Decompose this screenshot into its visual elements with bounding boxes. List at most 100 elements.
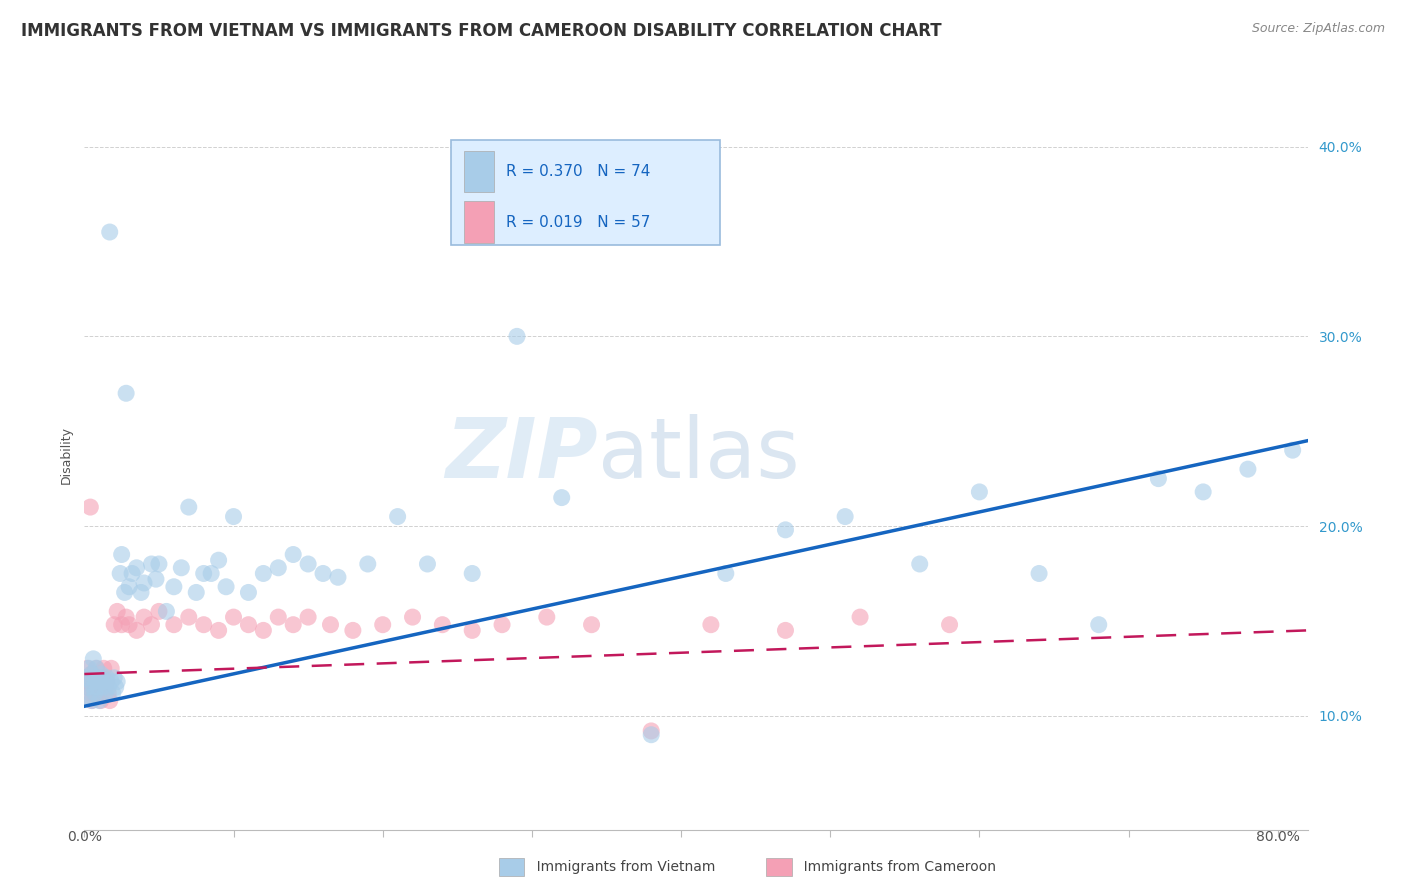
Point: [387, 509, 409, 524]
Point: [416, 557, 439, 571]
Point: [141, 557, 163, 571]
Point: [148, 604, 170, 618]
Point: [77, 661, 100, 675]
Text: Immigrants from Vietnam: Immigrants from Vietnam: [506, 860, 716, 874]
Point: [401, 610, 423, 624]
Text: 80.0%: 80.0%: [1256, 830, 1299, 844]
Point: [83, 674, 105, 689]
Point: [115, 386, 138, 401]
Point: [640, 723, 662, 738]
Point: [312, 566, 335, 581]
Point: [461, 624, 484, 638]
Point: [326, 570, 349, 584]
Text: IMMIGRANTS FROM VIETNAM VS IMMIGRANTS FROM CAMEROON DISABILITY CORRELATION CHART: IMMIGRANTS FROM VIETNAM VS IMMIGRANTS FR…: [21, 22, 942, 40]
Point: [75, 671, 97, 685]
Point: [849, 610, 872, 624]
Point: [491, 617, 513, 632]
Point: [506, 329, 529, 343]
Text: R = 0.370   N = 74: R = 0.370 N = 74: [506, 164, 651, 179]
Point: [80, 693, 103, 707]
Point: [79, 500, 101, 514]
Text: Immigrants from Cameroon: Immigrants from Cameroon: [773, 860, 997, 874]
Point: [132, 576, 155, 591]
Point: [222, 509, 245, 524]
Point: [775, 624, 797, 638]
Point: [103, 617, 125, 632]
Point: [105, 604, 128, 618]
Point: [115, 610, 138, 624]
Point: [121, 566, 143, 581]
Point: [342, 624, 364, 638]
Point: [155, 604, 177, 618]
Point: [76, 661, 98, 675]
Point: [141, 617, 163, 632]
FancyBboxPatch shape: [464, 151, 494, 193]
Point: [536, 610, 558, 624]
Point: [83, 686, 105, 700]
Point: [75, 671, 97, 685]
Text: 0.0%: 0.0%: [67, 830, 101, 844]
Point: [80, 693, 103, 707]
Point: [87, 681, 110, 695]
Point: [200, 566, 222, 581]
Point: [82, 674, 104, 689]
Point: [283, 548, 305, 562]
Text: Source: ZipAtlas.com: Source: ZipAtlas.com: [1251, 22, 1385, 36]
Point: [100, 674, 122, 689]
Point: [186, 585, 208, 599]
Point: [163, 580, 186, 594]
Point: [238, 617, 260, 632]
Point: [267, 610, 290, 624]
Point: [105, 674, 128, 689]
Point: [98, 693, 121, 707]
Point: [91, 681, 114, 695]
Point: [193, 617, 215, 632]
Point: [94, 686, 117, 700]
Point: [118, 617, 141, 632]
Point: [1237, 462, 1260, 476]
Point: [193, 566, 215, 581]
Point: [89, 671, 111, 685]
Point: [103, 671, 125, 685]
Point: [89, 674, 111, 689]
Point: [283, 617, 305, 632]
Point: [80, 667, 103, 681]
Point: [215, 580, 238, 594]
Point: [551, 491, 574, 505]
Point: [252, 566, 274, 581]
Point: [1028, 566, 1050, 581]
Point: [97, 681, 120, 695]
Point: [97, 686, 120, 700]
Point: [89, 693, 111, 707]
Point: [104, 681, 127, 695]
Point: [1281, 443, 1303, 458]
Point: [76, 681, 98, 695]
Point: [108, 566, 131, 581]
Point: [775, 523, 797, 537]
Point: [297, 557, 319, 571]
Point: [84, 661, 107, 675]
Point: [111, 617, 134, 632]
Point: [100, 661, 122, 675]
Point: [111, 548, 134, 562]
Point: [371, 617, 394, 632]
Point: [93, 674, 115, 689]
Point: [145, 572, 167, 586]
Point: [96, 674, 118, 689]
Point: [148, 557, 170, 571]
Point: [118, 580, 141, 594]
Point: [89, 686, 111, 700]
Point: [101, 686, 124, 700]
Point: [581, 617, 603, 632]
Point: [82, 652, 104, 666]
Point: [177, 500, 200, 514]
Point: [79, 674, 101, 689]
Point: [132, 610, 155, 624]
Point: [96, 671, 118, 685]
Text: R = 0.019   N = 57: R = 0.019 N = 57: [506, 215, 651, 229]
Point: [908, 557, 931, 571]
Point: [114, 585, 136, 599]
Point: [91, 671, 114, 685]
Point: [170, 561, 193, 575]
Point: [82, 681, 104, 695]
